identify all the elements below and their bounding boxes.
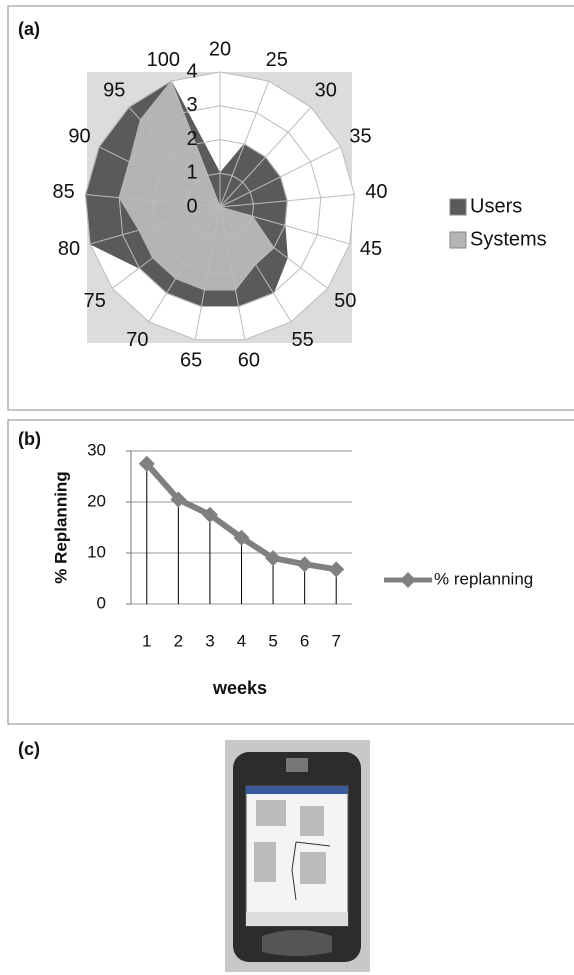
device-logo: [286, 758, 308, 772]
y-tick-label: 0: [97, 593, 106, 612]
x-tick-label: 7: [331, 631, 340, 650]
panel-label: (a): [18, 19, 40, 39]
category-label: 45: [360, 238, 382, 260]
y-tick-label: 30: [87, 440, 106, 459]
radial-tick-label: 2: [186, 128, 197, 150]
category-label: 70: [126, 329, 148, 351]
category-label: 95: [103, 79, 125, 101]
device-keypad: [262, 930, 332, 956]
x-tick-label: 5: [268, 631, 277, 650]
radial-tick-label: 1: [186, 162, 197, 184]
y-tick-label: 20: [87, 491, 106, 510]
category-label: 40: [365, 181, 387, 203]
panel-label: (c): [18, 739, 40, 759]
y-tick-label: 10: [87, 542, 106, 561]
page: (a) (b) (c) 2025303540455055606570758085…: [0, 0, 574, 975]
figure: (a) (b) (c) 2025303540455055606570758085…: [0, 0, 574, 975]
legend-label: % replanning: [434, 569, 533, 588]
x-tick-label: 6: [300, 631, 309, 650]
category-label: 50: [334, 290, 356, 312]
category-label: 25: [266, 49, 288, 71]
category-label: 30: [315, 79, 337, 101]
category-label: 55: [292, 329, 314, 351]
map-block: [300, 852, 326, 884]
category-label: 90: [68, 125, 90, 147]
map-block: [254, 842, 276, 882]
category-label: 35: [349, 125, 371, 147]
legend-label: Users: [470, 195, 522, 217]
category-label: 85: [53, 181, 75, 203]
x-tick-label: 1: [142, 631, 151, 650]
y-axis-label: % Replanning: [51, 471, 70, 583]
x-axis-label: weeks: [212, 678, 267, 698]
screen-titlebar: [246, 786, 348, 794]
legend-label: Systems: [470, 228, 547, 250]
map-block: [256, 800, 286, 826]
category-label: 20: [209, 38, 231, 60]
legend-swatch: [450, 232, 466, 248]
radial-tick-label: 3: [186, 94, 197, 116]
x-tick-label: 3: [205, 631, 214, 650]
category-label: 65: [180, 350, 202, 372]
radial-tick-label: 4: [186, 60, 197, 82]
category-label: 100: [147, 49, 180, 71]
map-block: [300, 806, 324, 836]
screen-menubar: [246, 912, 348, 926]
x-tick-label: 4: [237, 631, 246, 650]
category-label: 60: [238, 350, 260, 372]
category-label: 80: [58, 238, 80, 260]
device-photo: [225, 740, 370, 972]
radial-tick-label: 0: [186, 195, 197, 217]
legend-swatch: [450, 199, 466, 215]
category-label: 75: [84, 290, 106, 312]
x-tick-label: 2: [174, 631, 183, 650]
panel-label: (b): [18, 429, 41, 449]
